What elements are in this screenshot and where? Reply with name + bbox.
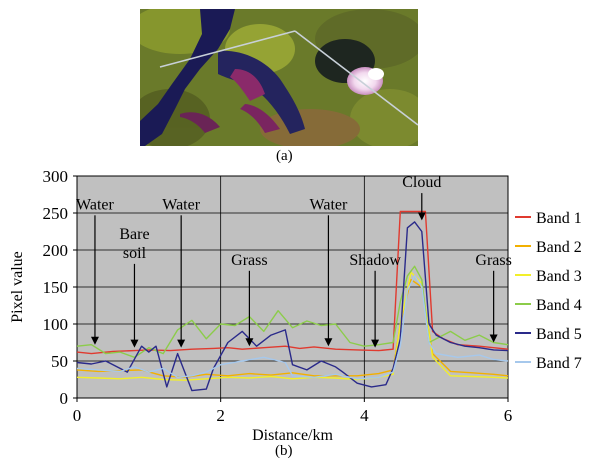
- series-line: [76, 221, 509, 392]
- y-axis-label: Pixel value: [9, 251, 26, 323]
- x-axis-label: Distance/km: [252, 427, 333, 444]
- legend-label: Band 4: [536, 297, 582, 314]
- legend-label: Band 7: [536, 355, 582, 372]
- annotation-arrowhead: [489, 334, 498, 343]
- legend-label: Band 2: [536, 239, 582, 256]
- annotation-label: Grass: [475, 252, 511, 269]
- annotation-arrowhead: [371, 339, 380, 348]
- panel-b-caption: (b): [275, 443, 293, 459]
- y-tick-label: 300: [43, 167, 69, 186]
- satellite-image: [140, 9, 418, 146]
- x-tick-label: 2: [216, 406, 225, 425]
- x-tick-label: 6: [504, 406, 513, 425]
- legend-label: Band 3: [536, 268, 582, 285]
- annotation-arrowhead: [417, 212, 426, 221]
- legend-label: Band 5: [536, 326, 582, 343]
- y-tick-label: 50: [51, 352, 68, 371]
- annotation-label: Water: [310, 196, 348, 213]
- annotation-label: Shadow: [349, 252, 401, 269]
- legend-label: Band 1: [536, 210, 582, 227]
- series-line: [76, 210, 509, 355]
- annotation-arrowhead: [130, 339, 139, 348]
- annotation-label: Grass: [231, 252, 267, 269]
- annotation-arrowhead: [245, 338, 254, 347]
- series-line: [76, 265, 509, 358]
- y-tick-label: 150: [43, 278, 69, 297]
- series-line: [76, 271, 509, 381]
- y-tick-label: 100: [43, 315, 69, 334]
- annotation-arrowhead: [177, 339, 186, 348]
- annotation-arrowhead: [90, 336, 99, 345]
- annotation-arrowhead: [324, 338, 333, 347]
- annotation-label: Bare: [119, 226, 149, 243]
- annotation-label: Cloud: [402, 174, 441, 191]
- x-tick-label: 4: [360, 406, 369, 425]
- series-line: [76, 275, 509, 380]
- y-tick-label: 250: [43, 204, 69, 223]
- annotation-label: Water: [76, 196, 114, 213]
- panel-a-caption: (a): [276, 148, 293, 164]
- y-tick-label: 0: [60, 389, 69, 408]
- y-tick-label: 200: [43, 241, 69, 260]
- annotation-label: Water: [162, 196, 200, 213]
- x-tick-label: 0: [73, 406, 82, 425]
- annotation-label: soil: [123, 245, 147, 262]
